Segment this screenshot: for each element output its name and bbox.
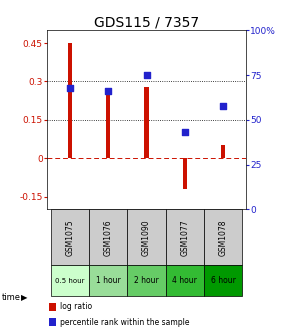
Bar (68, 43, 72, 158)
Point (221, 103, 226, 108)
Text: 4 hour: 4 hour (172, 276, 197, 285)
Text: GSM1075: GSM1075 (65, 219, 74, 256)
Bar (204, 265, 242, 296)
Text: 0.5 hour: 0.5 hour (55, 278, 85, 284)
Text: time: time (1, 293, 21, 302)
Bar (127, 265, 166, 296)
Text: 1 hour: 1 hour (96, 276, 120, 285)
Bar (89, 265, 127, 296)
Title: GDS115 / 7357: GDS115 / 7357 (94, 15, 199, 29)
Bar (204, 209, 242, 265)
Bar (49, 318, 56, 326)
Text: GSM1078: GSM1078 (219, 219, 228, 256)
Point (106, 88, 110, 94)
Bar (166, 209, 204, 265)
Bar (106, 94, 110, 158)
Text: 6 hour: 6 hour (211, 276, 236, 285)
Text: 2 hour: 2 hour (134, 276, 159, 285)
Text: GSM1090: GSM1090 (142, 219, 151, 256)
Text: ▶: ▶ (21, 293, 28, 302)
Bar (127, 209, 166, 265)
Point (67, 85, 72, 90)
Point (144, 72, 149, 78)
Bar (221, 145, 225, 158)
Bar (144, 87, 149, 158)
Point (183, 130, 187, 135)
Text: GSM1077: GSM1077 (180, 219, 189, 256)
Bar (89, 209, 127, 265)
Text: percentile rank within the sample: percentile rank within the sample (60, 318, 189, 327)
Bar (183, 158, 187, 189)
Text: log ratio: log ratio (60, 302, 92, 311)
Bar (49, 303, 56, 311)
Bar (166, 265, 204, 296)
Text: GSM1076: GSM1076 (104, 219, 113, 256)
Bar (51, 265, 89, 296)
Bar (51, 209, 89, 265)
